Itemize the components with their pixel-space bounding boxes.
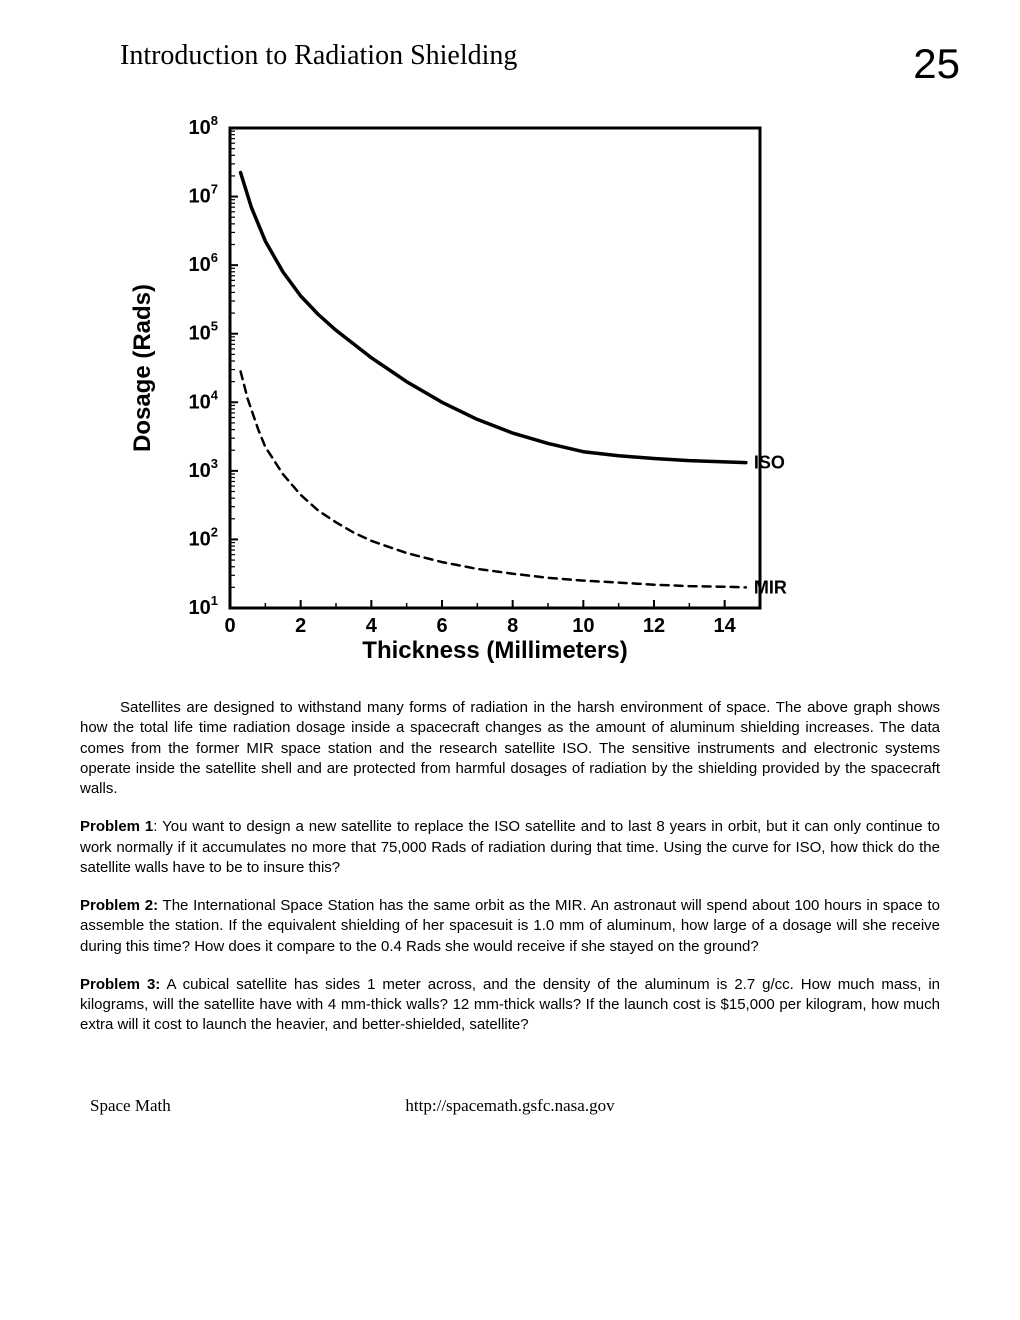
svg-text:2: 2 — [295, 615, 306, 637]
svg-text:12: 12 — [643, 615, 665, 637]
page-title: Introduction to Radiation Shielding — [120, 40, 517, 72]
svg-text:107: 107 — [189, 182, 218, 208]
svg-text:8: 8 — [507, 615, 518, 637]
page-footer: Space Math http://spacemath.gsfc.nasa.go… — [60, 1096, 960, 1120]
problem-3: Problem 3: A cubical satellite has sides… — [80, 975, 940, 1036]
svg-text:105: 105 — [189, 319, 218, 345]
svg-text:ISO: ISO — [754, 453, 785, 473]
problem-1-label: Problem 1 — [80, 818, 153, 835]
footer-left: Space Math — [90, 1096, 171, 1116]
dosage-chart: 0 2 4 6 8 10 12 14 101 102 103 104 105 106 107 108 Thick… — [120, 108, 960, 668]
svg-text:104: 104 — [189, 387, 219, 413]
intro-paragraph: Satellites are designed to withstand man… — [80, 698, 940, 799]
page-header: Introduction to Radiation Shielding 25 — [60, 40, 960, 88]
chart-svg: 0 2 4 6 8 10 12 14 101 102 103 104 105 106 107 108 Thick… — [120, 108, 800, 668]
problem-2-label: Problem 2: — [80, 897, 158, 914]
svg-text:106: 106 — [189, 250, 218, 276]
footer-center: http://spacemath.gsfc.nasa.gov — [405, 1096, 614, 1116]
problem-1: Problem 1: You want to design a new sate… — [80, 817, 940, 878]
svg-text:103: 103 — [189, 456, 218, 482]
svg-text:10: 10 — [572, 615, 594, 637]
svg-text:108: 108 — [189, 113, 218, 139]
svg-text:MIR: MIR — [754, 577, 787, 597]
problem-3-text: A cubical satellite has sides 1 meter ac… — [80, 976, 940, 1034]
svg-text:14: 14 — [714, 615, 737, 637]
svg-text:6: 6 — [436, 615, 447, 637]
svg-text:0: 0 — [224, 615, 235, 637]
problem-2: Problem 2: The International Space Stati… — [80, 896, 940, 957]
svg-text:Dosage (Rads): Dosage (Rads) — [129, 284, 156, 452]
svg-text:4: 4 — [366, 615, 378, 637]
svg-text:102: 102 — [189, 524, 218, 550]
problem-3-label: Problem 3: — [80, 976, 160, 993]
svg-text:101: 101 — [189, 593, 218, 619]
problem-1-text: : You want to design a new satellite to … — [80, 818, 940, 876]
problem-2-text: The International Space Station has the … — [80, 897, 940, 955]
page-number: 25 — [913, 40, 960, 88]
svg-text:Thickness (Millimeters): Thickness (Millimeters) — [362, 637, 627, 664]
